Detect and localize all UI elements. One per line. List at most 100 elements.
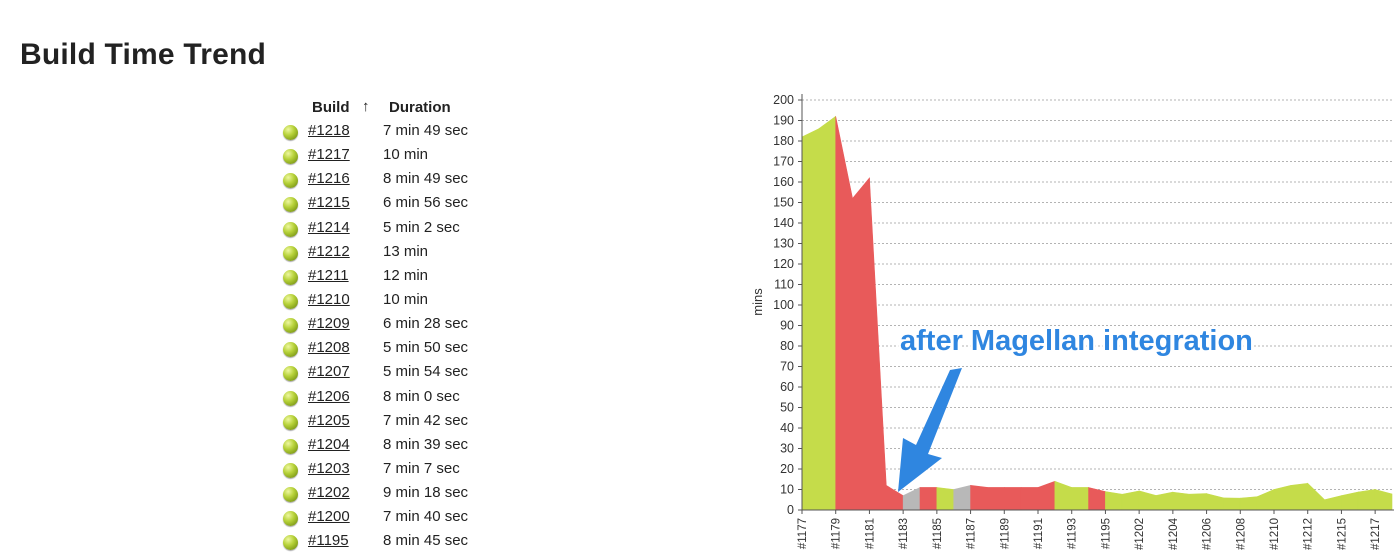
build-link[interactable]: #1202 bbox=[308, 484, 350, 502]
table-row: #1195 8 min 45 sec bbox=[280, 530, 520, 554]
build-link[interactable]: #1195 bbox=[308, 532, 349, 550]
area-segment-success bbox=[1138, 490, 1157, 511]
y-tick-label: 30 bbox=[780, 442, 794, 456]
area-segment-success bbox=[1172, 491, 1191, 511]
build-duration: 7 min 7 sec bbox=[383, 459, 460, 477]
build-link[interactable]: #1218 bbox=[308, 122, 350, 139]
y-tick-label: 130 bbox=[773, 237, 794, 251]
chart-area-series bbox=[801, 115, 1393, 511]
build-duration: 7 min 40 sec bbox=[383, 508, 469, 526]
area-segment-aborted bbox=[902, 486, 921, 511]
area-segment-failure bbox=[919, 487, 938, 511]
build-link[interactable]: #1204 bbox=[308, 435, 350, 453]
annotation-text: after Magellan integration bbox=[900, 325, 1253, 357]
x-tick-label: #1212 bbox=[1303, 518, 1315, 550]
y-tick-label: 20 bbox=[780, 462, 794, 476]
area-segment-failure bbox=[1088, 487, 1106, 511]
x-tick-label: #1183 bbox=[898, 518, 910, 549]
annotation: after Magellan integration bbox=[898, 323, 1255, 492]
area-segment-success bbox=[1273, 485, 1292, 511]
y-tick-label: 190 bbox=[773, 114, 794, 128]
chart-gridlines bbox=[802, 99, 1392, 490]
table-row: #1216 8 min 49 sec bbox=[280, 168, 520, 192]
y-axis-label: mins bbox=[750, 288, 765, 316]
area-segment-failure bbox=[987, 487, 1005, 511]
success-status-icon bbox=[283, 390, 298, 406]
y-tick-label: 180 bbox=[773, 134, 794, 148]
x-tick-labels: #1177 #1179 #1181 #1183 #1185 #1187 #1189 #1191… bbox=[797, 517, 1382, 550]
table-row: #1203 7 min 7 sec bbox=[280, 458, 520, 482]
build-duration: 5 min 50 sec bbox=[383, 339, 469, 357]
build-duration: 8 min 45 sec bbox=[383, 532, 469, 550]
x-tick-label: #1206 bbox=[1202, 518, 1214, 550]
build-time-table: Build ↑ Duration #1218 7 min 49 sec #1217 1… bbox=[280, 96, 520, 555]
build-link[interactable]: #1209 bbox=[308, 315, 350, 333]
build-link[interactable]: #1207 bbox=[308, 363, 350, 381]
build-duration: 13 min bbox=[383, 242, 429, 260]
build-link[interactable]: #1203 bbox=[308, 459, 350, 477]
area-segment-failure bbox=[835, 116, 853, 511]
area-segment-failure bbox=[1003, 487, 1022, 511]
build-link[interactable]: #1212 bbox=[308, 242, 350, 260]
build-duration: 5 min 54 sec bbox=[383, 363, 469, 381]
success-status-icon bbox=[283, 511, 298, 527]
build-link[interactable]: #1215 bbox=[308, 194, 350, 212]
page-title: Build Time Trend bbox=[20, 38, 267, 71]
area-segment-success bbox=[1341, 491, 1359, 511]
table-row: #1209 6 min 28 sec bbox=[280, 313, 520, 337]
build-link[interactable]: #1217 bbox=[308, 146, 350, 164]
build-link[interactable]: #1200 bbox=[308, 508, 350, 526]
column-header-duration[interactable]: Duration bbox=[389, 99, 451, 116]
column-header-build[interactable]: Build bbox=[312, 99, 350, 116]
area-segment-success bbox=[801, 128, 820, 511]
table-row: #1212 13 min bbox=[280, 241, 520, 265]
area-segment-success bbox=[1223, 497, 1241, 511]
x-tick-label: #1193 bbox=[1067, 518, 1079, 549]
build-link[interactable]: #1211 bbox=[308, 266, 349, 284]
annotation-arrow-icon bbox=[898, 368, 962, 492]
area-segment-success bbox=[1374, 489, 1393, 511]
y-tick-label: 40 bbox=[780, 421, 794, 435]
build-link[interactable]: #1216 bbox=[308, 170, 350, 188]
area-segment-failure bbox=[970, 485, 988, 511]
build-duration: 6 min 28 sec bbox=[383, 315, 469, 333]
success-status-icon bbox=[283, 173, 298, 189]
chart-axes bbox=[798, 94, 1394, 514]
build-duration: 8 min 49 sec bbox=[383, 170, 469, 188]
y-tick-label: 0 bbox=[787, 503, 794, 517]
build-link[interactable]: #1210 bbox=[308, 290, 350, 308]
build-duration: 12 min bbox=[383, 266, 429, 284]
success-status-icon bbox=[283, 149, 298, 165]
x-tick-label: #1187 bbox=[966, 518, 978, 549]
success-status-icon bbox=[283, 342, 298, 358]
build-link[interactable]: #1214 bbox=[308, 218, 350, 236]
x-tick-label: #1177 bbox=[797, 518, 809, 549]
y-tick-label: 80 bbox=[780, 339, 794, 353]
y-tick-label: 120 bbox=[773, 257, 794, 271]
success-status-icon bbox=[283, 366, 298, 382]
table-row: #1218 7 min 49 sec bbox=[280, 120, 520, 144]
build-duration: 7 min 42 sec bbox=[383, 411, 469, 429]
sort-ascending-icon[interactable]: ↑ bbox=[362, 98, 370, 115]
y-tick-label: 150 bbox=[773, 196, 794, 210]
build-link[interactable]: #1208 bbox=[308, 339, 350, 357]
table-row: #1208 5 min 50 sec bbox=[280, 337, 520, 361]
build-link[interactable]: #1206 bbox=[308, 387, 350, 405]
build-duration: 6 min 56 sec bbox=[383, 194, 469, 212]
area-segment-failure bbox=[869, 177, 887, 511]
area-segment-success bbox=[1121, 490, 1140, 511]
success-status-icon bbox=[283, 269, 298, 285]
x-tick-label: #1189 bbox=[999, 518, 1011, 549]
area-segment-failure bbox=[852, 177, 870, 511]
build-duration: 9 min 18 sec bbox=[383, 484, 469, 502]
build-link[interactable]: #1205 bbox=[308, 411, 350, 429]
area-segment-success bbox=[1071, 487, 1089, 511]
x-tick-label: #1202 bbox=[1134, 518, 1146, 550]
area-segment-success bbox=[1206, 493, 1224, 511]
area-segment-aborted bbox=[953, 485, 971, 511]
area-segment-success bbox=[1290, 483, 1309, 511]
x-tick-label: #1215 bbox=[1336, 518, 1348, 550]
y-tick-labels: 0 10 20 30 40 50 60 70 80 90 100 110 120 130 140 150 160… bbox=[773, 93, 794, 517]
table-row: #1207 5 min 54 sec bbox=[280, 361, 520, 385]
build-duration: 5 min 2 sec bbox=[383, 218, 460, 236]
